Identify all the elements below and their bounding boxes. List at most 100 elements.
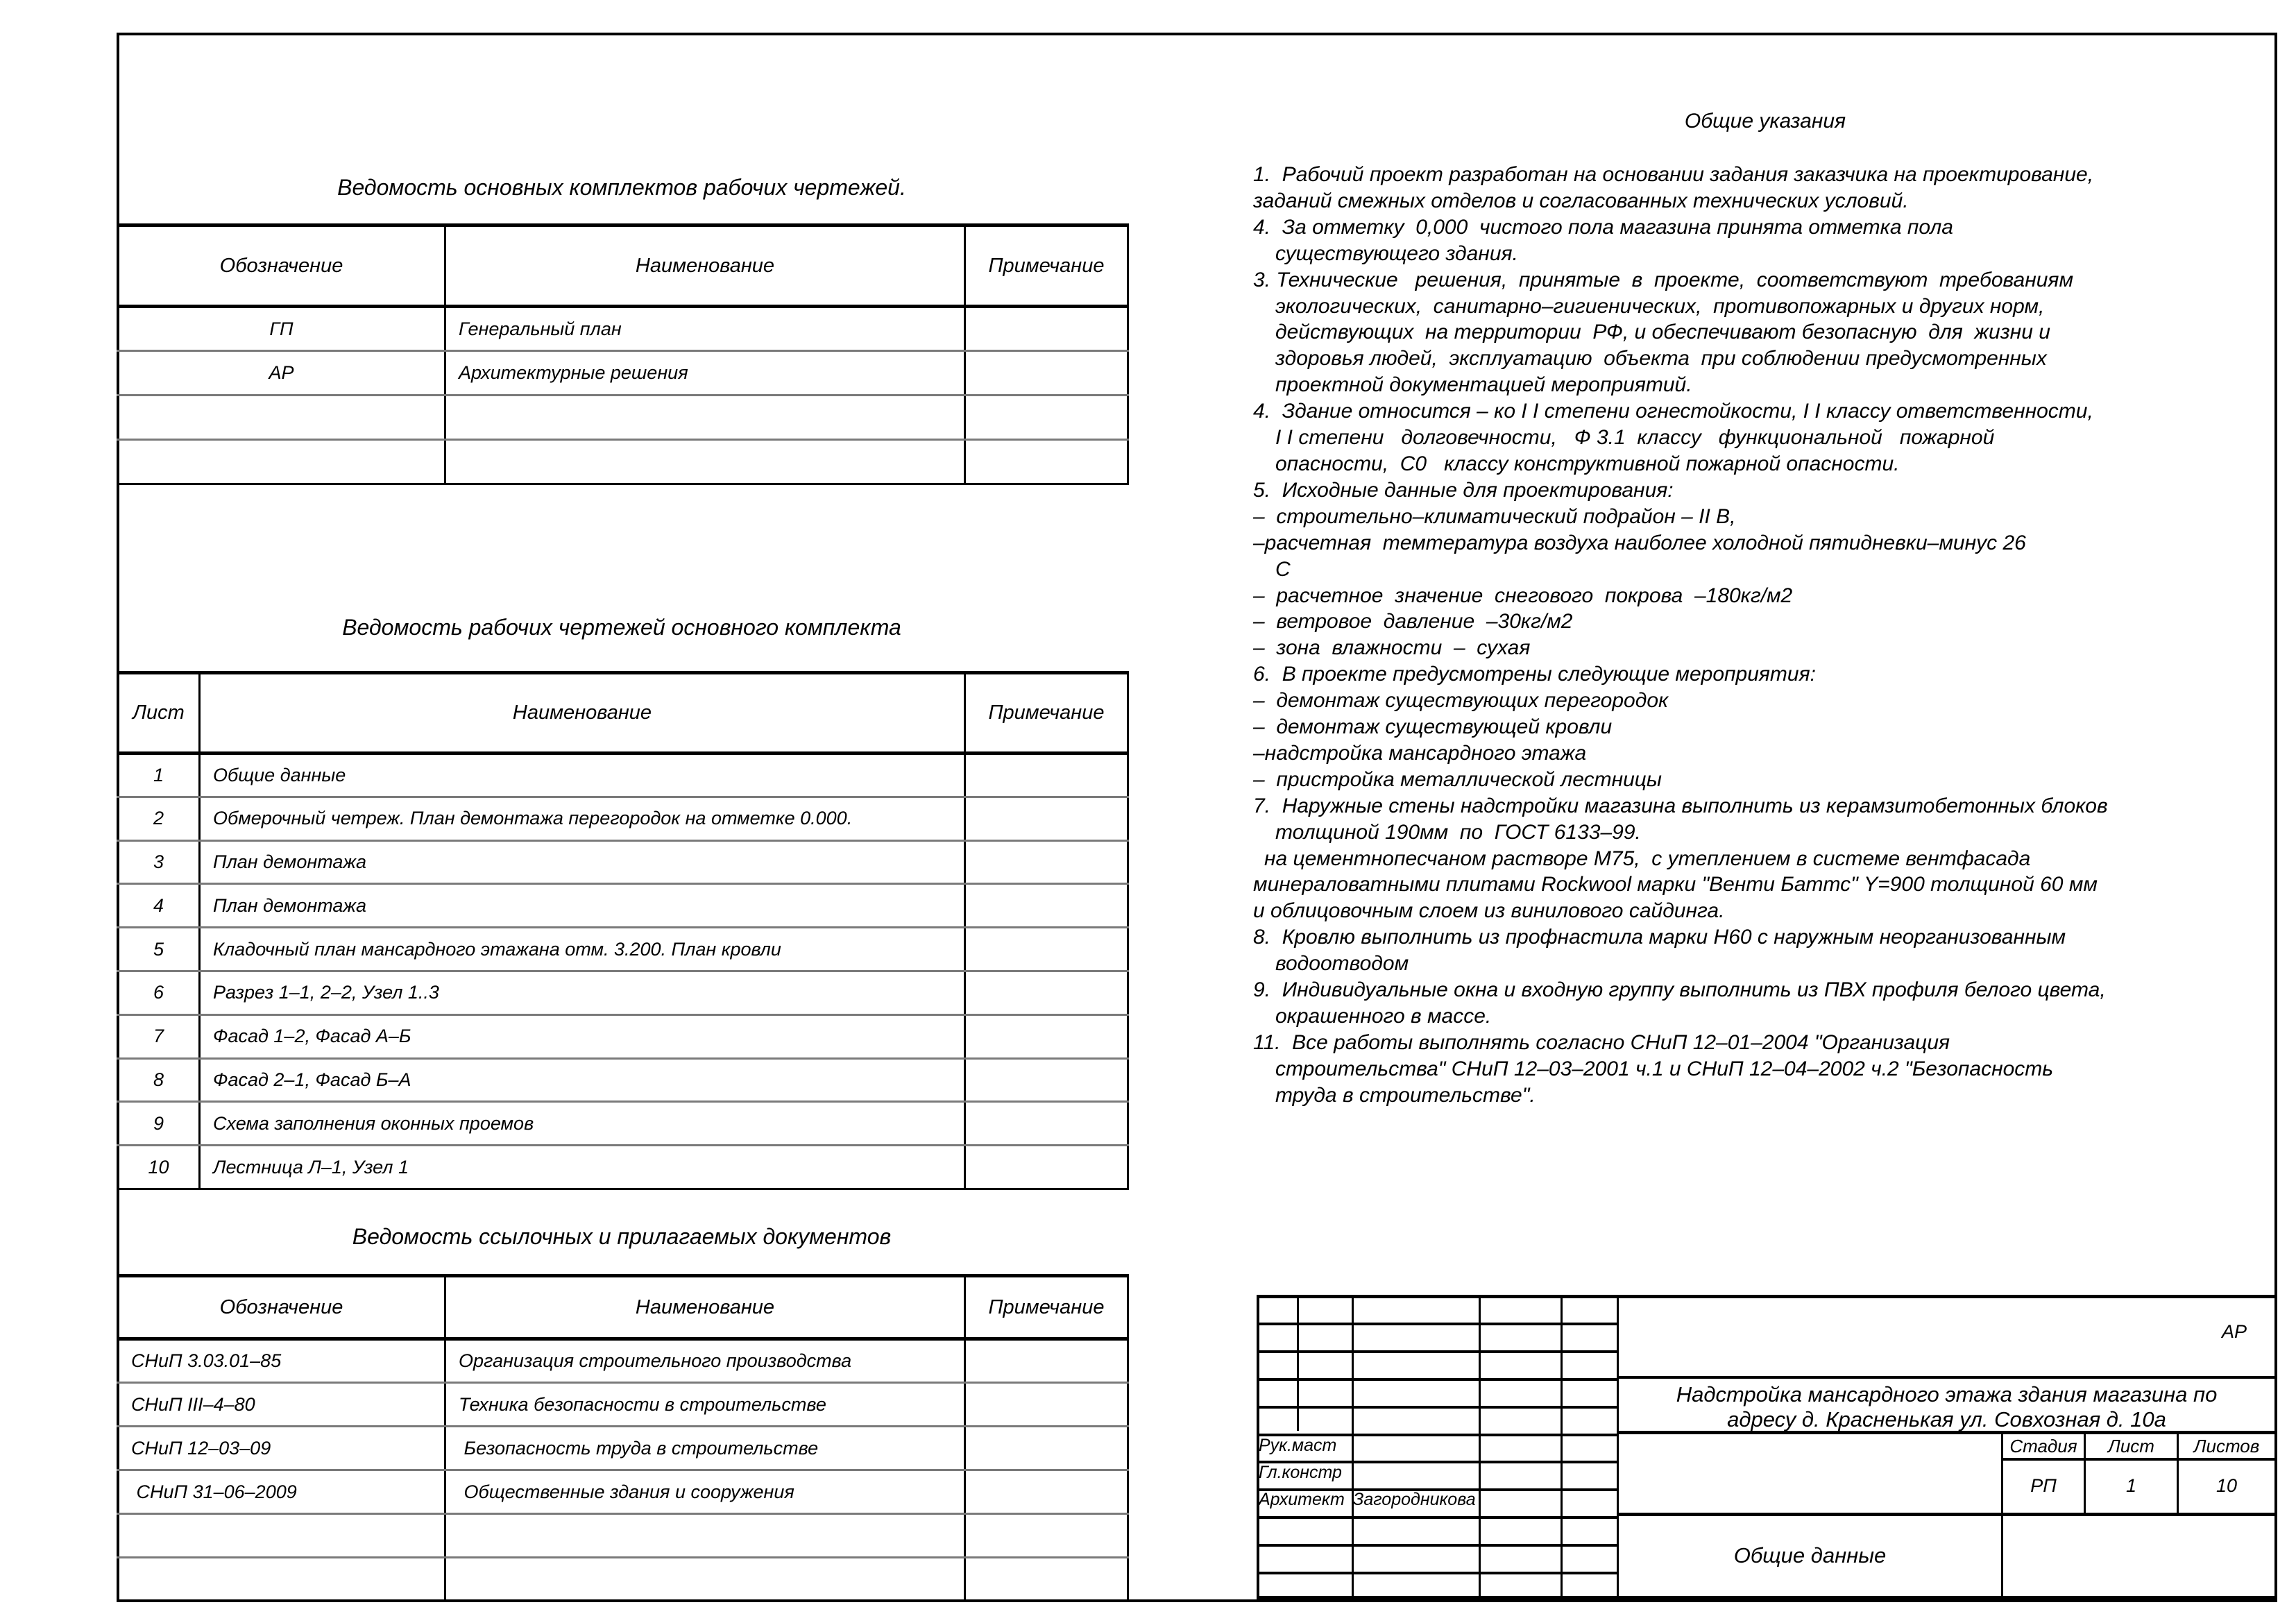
note-line: и облицовочным слоем из винилового сайди…	[1253, 899, 1725, 923]
table-cell	[964, 395, 1129, 441]
table-row: 5 Кладочный план мансардного этажана отм.…	[117, 927, 1129, 972]
note-line: опасности, С0 классу конструктивной пожа…	[1275, 452, 1900, 475]
table-cell: Кладочный план мансардного этажана отм. …	[198, 927, 966, 972]
table-cell	[964, 1058, 1129, 1103]
table-cell	[964, 1339, 1129, 1384]
note-line: – строительно–климатический подрайон – I…	[1253, 504, 1736, 528]
table-cell	[964, 1470, 1129, 1515]
table-cell: 2	[117, 797, 201, 842]
note-line: – зона влажности – сухая	[1253, 636, 1531, 660]
note-line: водоотводом	[1275, 952, 1409, 976]
table-cell	[964, 1426, 1129, 1471]
table-cell: ГП	[117, 306, 446, 352]
note-line: –расчетная темтература воздуха наиболее …	[1253, 531, 2026, 554]
table-cell: СНиП 12–03–09	[117, 1426, 446, 1471]
table-header-row: Обозначение Наименование Примечание	[117, 223, 1129, 308]
column-header: Примечание	[964, 223, 1129, 308]
table-cell: Общественные здания и сооружения	[444, 1470, 966, 1515]
note-line: строительства" СНиП 12–03–2001 ч.1 и СНи…	[1275, 1057, 2054, 1080]
project-title: Надстройка мансардного этажа здания мага…	[1676, 1382, 2218, 1407]
table-row: 3 План демонтажа	[117, 840, 1129, 885]
table-cell	[964, 1145, 1129, 1190]
general-notes: 1. Рабочий проект разработан на основани…	[1253, 162, 2238, 1109]
table-row: СНиП 3.03.01–85 Организация строительного…	[117, 1339, 1129, 1384]
column-header: Обозначение	[117, 1274, 446, 1341]
table-cell	[444, 1513, 966, 1558]
table-row: АР Архитектурные решения	[117, 350, 1129, 396]
table-row: СНиП 31–06–2009 Общественные здания и со…	[117, 1470, 1129, 1515]
table-cell: Лестница Л–1, Узел 1	[198, 1145, 966, 1190]
table-cell: СНиП 31–06–2009	[117, 1470, 446, 1515]
table-row: 4 План демонтажа	[117, 883, 1129, 929]
table-cell	[964, 840, 1129, 885]
general-notes-title: Общие указания	[1684, 110, 1846, 133]
table-row: 7 Фасад 1–2, Фасад А–Б	[117, 1014, 1129, 1060]
role-label: Рук.маст	[1259, 1436, 1337, 1455]
column-header: Лист	[117, 671, 201, 755]
table-row: 1 Общие данные	[117, 753, 1129, 798]
note-line: минераловатными плитами Rockwool марки "…	[1253, 873, 2098, 897]
note-line: – расчетное значение снегового покрова –…	[1253, 584, 1793, 607]
table-row: СНиП III–4–80 Техника безопасности в стро…	[117, 1382, 1129, 1427]
table-cell	[964, 1101, 1129, 1147]
column-header: Наименование	[198, 671, 966, 755]
note-line: заданий смежных отделов и согласованных …	[1253, 189, 1909, 212]
table-cell: 6	[117, 971, 201, 1016]
note-line: труда в строительстве".	[1275, 1083, 1536, 1107]
table-cell	[964, 350, 1129, 396]
note-line: толщиной 190мм по ГОСТ 6133–99.	[1275, 820, 1641, 844]
table-cell: 3	[117, 840, 201, 885]
sheet-code: АР	[2221, 1321, 2247, 1342]
table-cell	[444, 395, 966, 441]
role-label: Гл.констр	[1259, 1463, 1342, 1482]
table-cell: 1	[117, 753, 201, 798]
table-cell: Обмерочный четреж. План демонтажа перего…	[198, 797, 966, 842]
note-line: окрашенного в массе.	[1275, 1005, 1492, 1028]
column-header: Примечание	[964, 1274, 1129, 1341]
table-cell: План демонтажа	[198, 883, 966, 929]
table-cell: Генеральный план	[444, 306, 966, 352]
column-header: Наименование	[444, 223, 966, 308]
table-header-row: Обозначение Наименование Примечание	[117, 1274, 1129, 1341]
table-row	[117, 395, 1129, 441]
note-line: 4. Здание относится – ко I I степени огн…	[1253, 400, 2093, 423]
table-cell	[964, 306, 1129, 352]
table-cell: Фасад 2–1, Фасад Б–А	[198, 1058, 966, 1103]
column-header: Обозначение	[117, 223, 446, 308]
title-block: АР Надстройка мансардного этажа здания м…	[1257, 1295, 2274, 1599]
note-line: 8. Кровлю выполнить из профнастила марки…	[1253, 926, 2066, 949]
note-line: действующих на территории РФ, и обеспечи…	[1275, 321, 2050, 344]
table-cell	[964, 1513, 1129, 1558]
table-row: 9 Схема заполнения оконных проемов	[117, 1101, 1129, 1147]
table-cell: АР	[117, 350, 446, 396]
table-cell	[117, 439, 446, 485]
table-cell: Архитектурные решения	[444, 350, 966, 396]
table-cell	[964, 883, 1129, 929]
note-line: 4. За отметку 0,000 чистого пола магазин…	[1253, 215, 1953, 239]
stage-value: РП	[2030, 1475, 2057, 1496]
table-cell: 8	[117, 1058, 201, 1103]
note-line: – демонтаж существующей кровли	[1253, 715, 1613, 739]
note-line: – демонтаж существующих перегородок	[1253, 689, 1669, 713]
table-cell	[444, 1557, 966, 1602]
table-row: 6 Разрез 1–1, 2–2, Узел 1..3	[117, 971, 1129, 1016]
table-cell: 4	[117, 883, 201, 929]
note-line: экологических, санитарно–гигиенических, …	[1275, 294, 2045, 318]
table-cell: Техника безопасности в строительстве	[444, 1382, 966, 1427]
sheet-value: 1	[2125, 1475, 2137, 1496]
drawings-list-title: Ведомость рабочих чертежей основного ком…	[342, 615, 901, 640]
sheet-set-list-table: Обозначение Наименование Примечание ГП Генер…	[117, 223, 1129, 485]
table-cell	[117, 1557, 446, 1602]
table-header-row: Лист Наименование Примечание	[117, 671, 1129, 755]
table-row: ГП Генеральный план	[117, 306, 1129, 352]
table-row	[117, 1557, 1129, 1602]
note-line: С	[1275, 557, 1291, 581]
reference-docs-title: Ведомость ссылочных и прилагаемых докуме…	[352, 1224, 892, 1249]
sheet-set-list-title: Ведомость основных комплектов рабочих че…	[337, 175, 906, 200]
note-line: I I степени долговечности, Ф 3.1 классу …	[1275, 426, 1995, 450]
note-line: – ветровое давление –30кг/м2	[1253, 610, 1573, 634]
table-cell: 7	[117, 1014, 201, 1060]
table-row: СНиП 12–03–09 Безопасность труда в строи…	[117, 1426, 1129, 1471]
note-line: 5. Исходные данные для проектирования:	[1253, 478, 1674, 502]
project-address: адресу д. Красненькая ул. Совхозная д. 1…	[1727, 1407, 2166, 1431]
